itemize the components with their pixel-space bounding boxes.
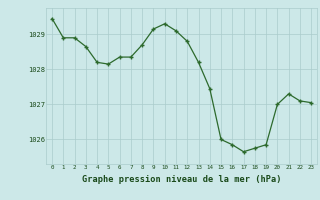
X-axis label: Graphe pression niveau de la mer (hPa): Graphe pression niveau de la mer (hPa)	[82, 175, 281, 184]
